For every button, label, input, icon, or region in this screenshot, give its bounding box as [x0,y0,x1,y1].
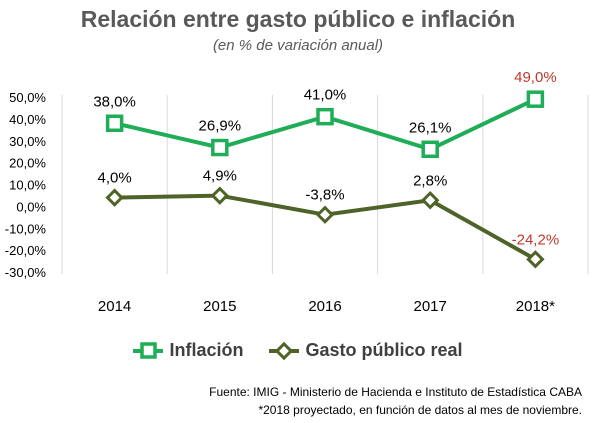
y-tick-label: 30,0% [9,134,46,149]
data-point-inflation [316,107,334,126]
y-tick-label: -20,0% [5,243,47,258]
data-point-inflation [211,138,229,157]
data-label-inflation: 26,1% [409,119,452,136]
data-point-inflation [105,114,124,132]
x-tick-label: 2014 [98,298,131,315]
chart-legend: Inflación Gasto público real [0,340,596,361]
source-note: Fuente: IMIG - Ministerio de Hacienda e … [209,383,582,419]
x-tick-label: 2016 [308,298,341,315]
data-label-gasto: 2,8% [413,172,447,189]
source-line: Fuente: IMIG - Ministerio de Hacienda e … [209,385,582,399]
y-tick-label: 20,0% [9,156,46,171]
footnote-line: *2018 proyectado, en función de datos al… [258,403,582,417]
legend-label-gasto: Gasto público real [305,340,463,360]
y-tick-label: -10,0% [5,221,47,236]
data-point-gasto [526,250,545,269]
line-chart: -30,0% -20,0% -10,0% 0,0% 10,0% 20,0% 30,0% 40,… [5,69,589,315]
y-tick-label: 50,0% [9,90,46,105]
data-label-inflation: 41,0% [304,87,347,104]
x-tick-label: 2015 [203,298,236,315]
data-label-gasto: 4,9% [203,168,237,185]
chart-subtitle: (en % de variación anual) [212,37,384,54]
legend-item-inflation: Inflación [133,340,243,361]
data-label-gasto: -3,8% [305,187,344,204]
data-label-inflation: 38,0% [93,93,136,110]
chart-title: Relación entre gasto público e inflación [80,6,516,32]
data-point-inflation [526,90,545,108]
data-point-gasto [421,191,440,210]
data-label-gasto: -24,2% [512,231,560,248]
x-tick-label: 2018* [516,298,555,315]
data-label-inflation: 26,9% [199,118,242,135]
legend-marker-inflation [133,341,164,359]
data-point-gasto [315,205,335,224]
data-label-gasto: 4,0% [97,170,131,187]
y-tick-label: 40,0% [9,112,46,127]
legend-item-gasto: Gasto público real [269,340,463,361]
y-tick-label: 0,0% [16,199,46,214]
data-point-gasto [105,188,124,207]
series-line-gasto [114,193,537,262]
legend-marker-gasto [269,341,300,360]
x-tick-label: 2017 [414,298,447,315]
y-tick-label: 10,0% [9,178,46,193]
legend-label-inflation: Inflación [169,340,244,360]
y-tick-label: -30,0% [5,265,47,280]
data-label-inflation: 49,0% [514,69,557,86]
data-point-gasto [210,186,229,205]
data-point-inflation [421,140,439,159]
